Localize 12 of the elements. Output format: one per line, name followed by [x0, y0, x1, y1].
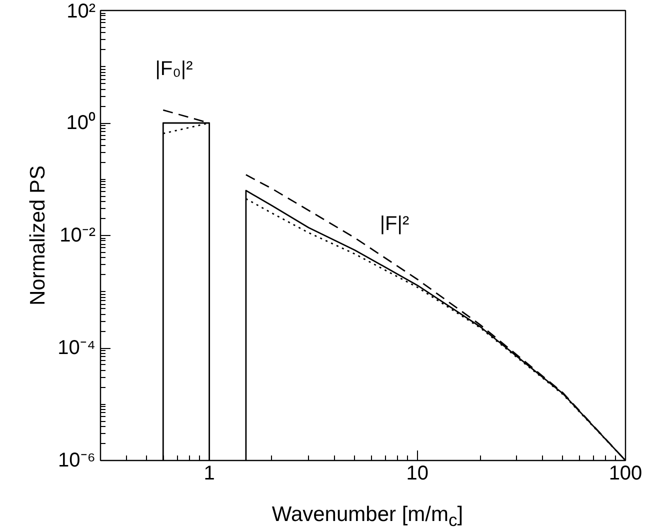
- y-tick-label: 10²: [66, 0, 96, 22]
- y-tick-label: 10⁻⁴: [58, 337, 96, 359]
- annotation: |F₀|²: [155, 58, 194, 80]
- x-tick-label: 10: [406, 462, 429, 484]
- annotation: |F|²: [380, 212, 410, 235]
- y-tick-label: 10⁰: [66, 111, 96, 134]
- y-tick-label: 10⁻²: [60, 224, 96, 246]
- x-tick-label: 100: [608, 462, 642, 484]
- x-axis-title: Wavenumber [m/m$_{c}$]: [272, 502, 464, 531]
- y-tick-label: 10⁻⁶: [58, 450, 96, 472]
- y-axis-title: Normalized PS: [26, 165, 50, 306]
- x-tick-label: 1: [204, 462, 215, 484]
